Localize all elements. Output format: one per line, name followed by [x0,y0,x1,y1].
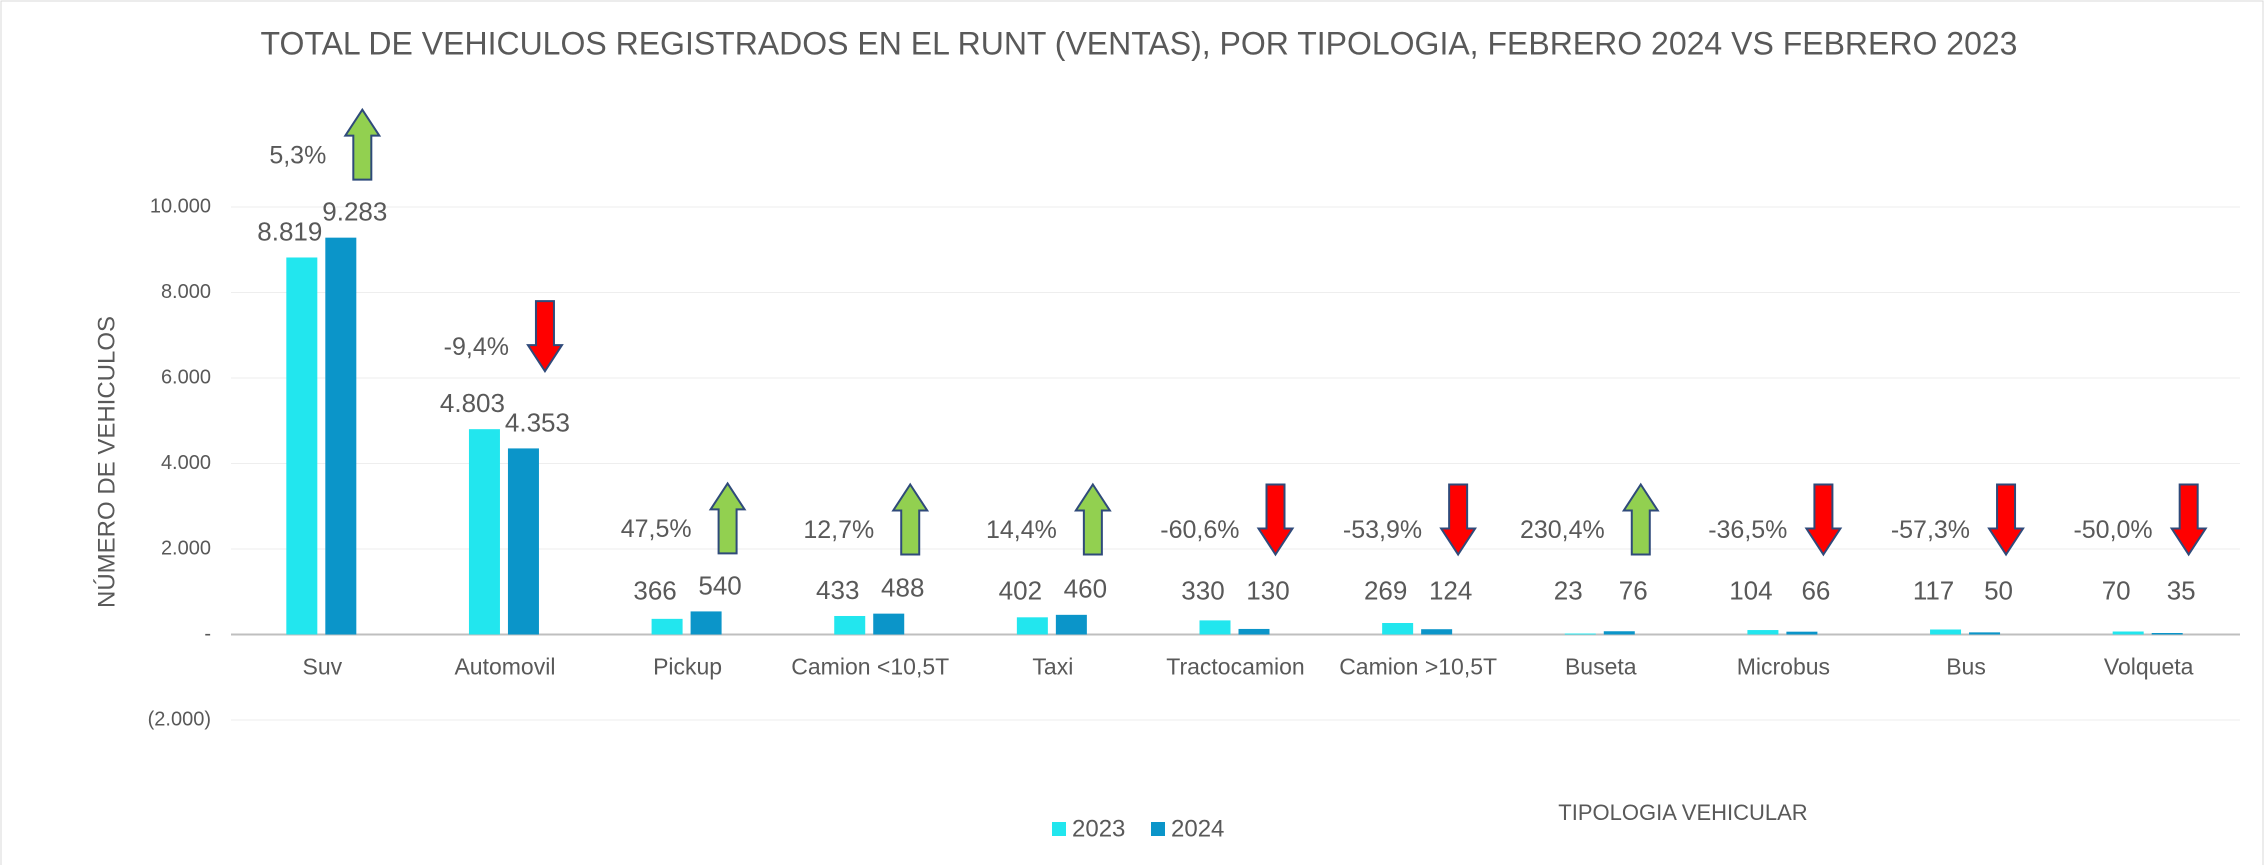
value-label: 330 [1181,575,1224,605]
bar [468,429,500,635]
x-tick-label: Bus [1946,654,1986,680]
y-axis-title: NÚMERO DE VEHICULOS [93,316,120,608]
value-label: 460 [1064,574,1107,604]
up-arrow [891,482,930,556]
bar [1016,617,1048,635]
bar [2151,633,2183,635]
value-label: 117 [1913,575,1954,605]
value-label: 66 [1801,575,1830,605]
change-label: 12,7% [803,516,874,544]
legend-label: 2024 [1171,815,1224,842]
value-label: 70 [2102,575,2131,605]
bar [1603,631,1635,635]
x-tick-label: Camion <10,5T [791,654,949,680]
x-tick-label: Microbus [1737,654,1830,680]
legend-swatch [1052,822,1066,836]
x-tick-label: Automovil [454,654,555,680]
change-label: 230,4% [1520,516,1605,544]
value-label: 9.283 [322,197,387,227]
change-label: -36,5% [1708,516,1787,544]
value-label: 104 [1729,575,1772,605]
value-label: 76 [1619,575,1648,605]
y-tick-label: 4.000 [161,452,211,474]
x-tick-label: Taxi [1032,654,1073,680]
bar [507,448,539,635]
bar [1421,629,1453,635]
down-arrow [1804,483,1843,557]
bar [690,611,722,635]
change-label: 5,3% [269,141,326,169]
y-tick-label: 10.000 [150,195,211,217]
value-label: 540 [698,570,741,600]
down-arrow [1256,483,1295,557]
bar [1238,628,1270,635]
value-label: 402 [999,575,1042,605]
legend-label: 2023 [1072,815,1125,842]
up-arrow [1621,482,1660,556]
change-label: -53,9% [1343,516,1422,544]
value-label: 4.803 [440,388,505,418]
bar [1786,631,1818,635]
y-tick-label: 8.000 [161,281,211,303]
value-label: 433 [816,575,859,605]
value-label: 130 [1246,575,1289,605]
change-label: 47,5% [621,515,692,543]
down-arrow [1439,483,1477,557]
x-tick-label: Volqueta [2104,654,2194,680]
x-axis-title: TIPOLOGIA VEHICULAR [1558,800,1807,825]
bar [1564,633,1596,635]
bar [834,615,866,635]
change-label: -57,3% [1891,516,1970,544]
up-arrow [1074,482,1112,556]
bar [1930,629,1962,635]
change-label: -50,0% [2073,516,2152,544]
x-tick-label: Pickup [653,654,722,680]
y-tick-label: 6.000 [161,366,211,388]
bar [873,613,905,635]
up-arrow [343,107,382,181]
change-label: -60,6% [1160,516,1239,544]
value-label: 4.353 [505,407,570,437]
bar [651,618,683,635]
bar [286,257,318,635]
value-label: 488 [881,573,924,603]
value-label: 8.819 [257,216,322,246]
y-tick-label: 2.000 [161,537,211,559]
y-tick-label: - [204,623,211,645]
x-tick-label: Camion >10,5T [1339,654,1497,680]
x-tick-label: Suv [302,654,342,680]
legend-swatch [1151,822,1165,836]
down-arrow [1987,483,2025,557]
bar [1969,632,2001,635]
value-label: 269 [1364,575,1407,605]
change-label: -9,4% [444,333,509,361]
up-arrow [708,481,747,555]
x-tick-label: Tractocamion [1166,654,1304,680]
value-label: 50 [1984,575,2013,605]
bar [1382,623,1414,635]
bar [1055,614,1087,635]
value-label: 35 [2167,575,2196,605]
change-label: 14,4% [986,516,1057,544]
chart-title: TOTAL DE VEHICULOS REGISTRADOS EN EL RUN… [261,25,2018,61]
value-label: 366 [633,575,676,605]
down-arrow [526,300,564,373]
value-label: 124 [1429,575,1472,605]
bar [325,237,357,635]
value-label: 23 [1554,575,1583,605]
bar [1199,620,1231,635]
x-tick-label: Buseta [1565,654,1637,680]
down-arrow [2169,483,2208,557]
bar [2112,631,2144,635]
y-tick-label: (2.000) [148,708,211,730]
bar [1747,630,1779,635]
